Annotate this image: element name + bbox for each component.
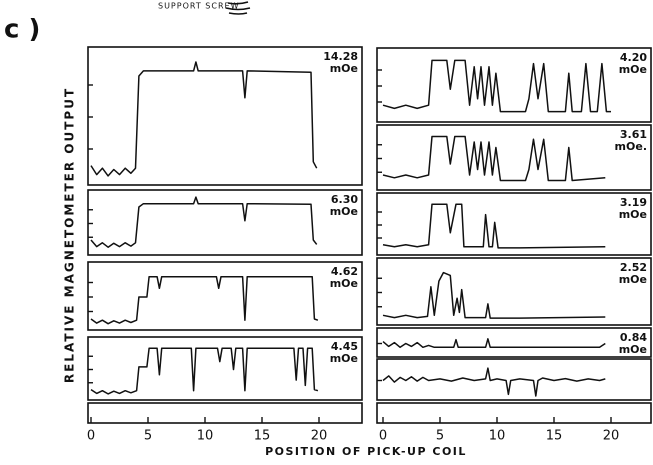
panel-frame bbox=[87, 261, 363, 331]
field-label: mOe. bbox=[615, 140, 647, 153]
panel-frame bbox=[87, 189, 363, 256]
panel-frame bbox=[87, 336, 363, 401]
trace bbox=[382, 271, 606, 319]
trace bbox=[90, 275, 319, 325]
field-label: 3.61 bbox=[620, 128, 647, 141]
field-label: mOe bbox=[330, 352, 358, 365]
panel-letter: c ) bbox=[4, 15, 40, 45]
field-label: mOe bbox=[619, 343, 647, 356]
field-label: mOe bbox=[619, 273, 647, 286]
screw-icon bbox=[225, 1, 251, 15]
trace bbox=[382, 135, 606, 182]
x-tick-label: 0 bbox=[87, 429, 95, 444]
trace bbox=[382, 203, 606, 249]
panel-frame bbox=[376, 327, 652, 358]
trace bbox=[382, 338, 606, 349]
panel-frame bbox=[376, 47, 652, 123]
x-tick-label: 15 bbox=[254, 429, 271, 444]
trace bbox=[382, 367, 606, 397]
panel-frame bbox=[376, 192, 652, 256]
x-tick-label: 20 bbox=[603, 429, 620, 444]
annotation: SUPPORT SCREW bbox=[158, 2, 239, 11]
x-tick-label: 10 bbox=[197, 429, 214, 444]
trace bbox=[90, 347, 319, 395]
field-label: 0.84 bbox=[620, 331, 647, 344]
field-label: 6.30 bbox=[331, 193, 358, 206]
field-label: mOe bbox=[330, 62, 358, 75]
axis-strip bbox=[376, 402, 652, 424]
x-tick-label: 5 bbox=[144, 429, 152, 444]
field-label: 3.19 bbox=[620, 196, 647, 209]
panel-frame bbox=[376, 358, 652, 401]
trace bbox=[90, 196, 318, 248]
trace bbox=[382, 59, 611, 113]
panel-frame bbox=[87, 46, 363, 186]
field-label: mOe bbox=[619, 63, 647, 76]
field-label: 4.62 bbox=[331, 265, 358, 278]
field-label: 2.52 bbox=[620, 261, 647, 274]
field-label: mOe bbox=[330, 277, 358, 290]
x-tick-label: 0 bbox=[379, 429, 387, 444]
field-label: mOe bbox=[619, 208, 647, 221]
panel-frame bbox=[376, 257, 652, 326]
field-label: 4.45 bbox=[331, 340, 358, 353]
panel-frame bbox=[376, 124, 652, 191]
axis-strip bbox=[87, 402, 363, 424]
x-axis-label: POSITION OF PICK-UP COIL bbox=[265, 445, 467, 458]
field-label: 14.28 bbox=[323, 50, 358, 63]
x-tick-label: 5 bbox=[436, 429, 444, 444]
trace bbox=[90, 61, 318, 177]
x-tick-label: 10 bbox=[489, 429, 506, 444]
field-label: mOe bbox=[330, 205, 358, 218]
field-label: 4.20 bbox=[620, 51, 647, 64]
y-axis-label: RELATIVE MAGNETOMETER OUTPUT bbox=[63, 87, 77, 383]
x-tick-label: 20 bbox=[311, 429, 328, 444]
x-tick-label: 15 bbox=[546, 429, 563, 444]
